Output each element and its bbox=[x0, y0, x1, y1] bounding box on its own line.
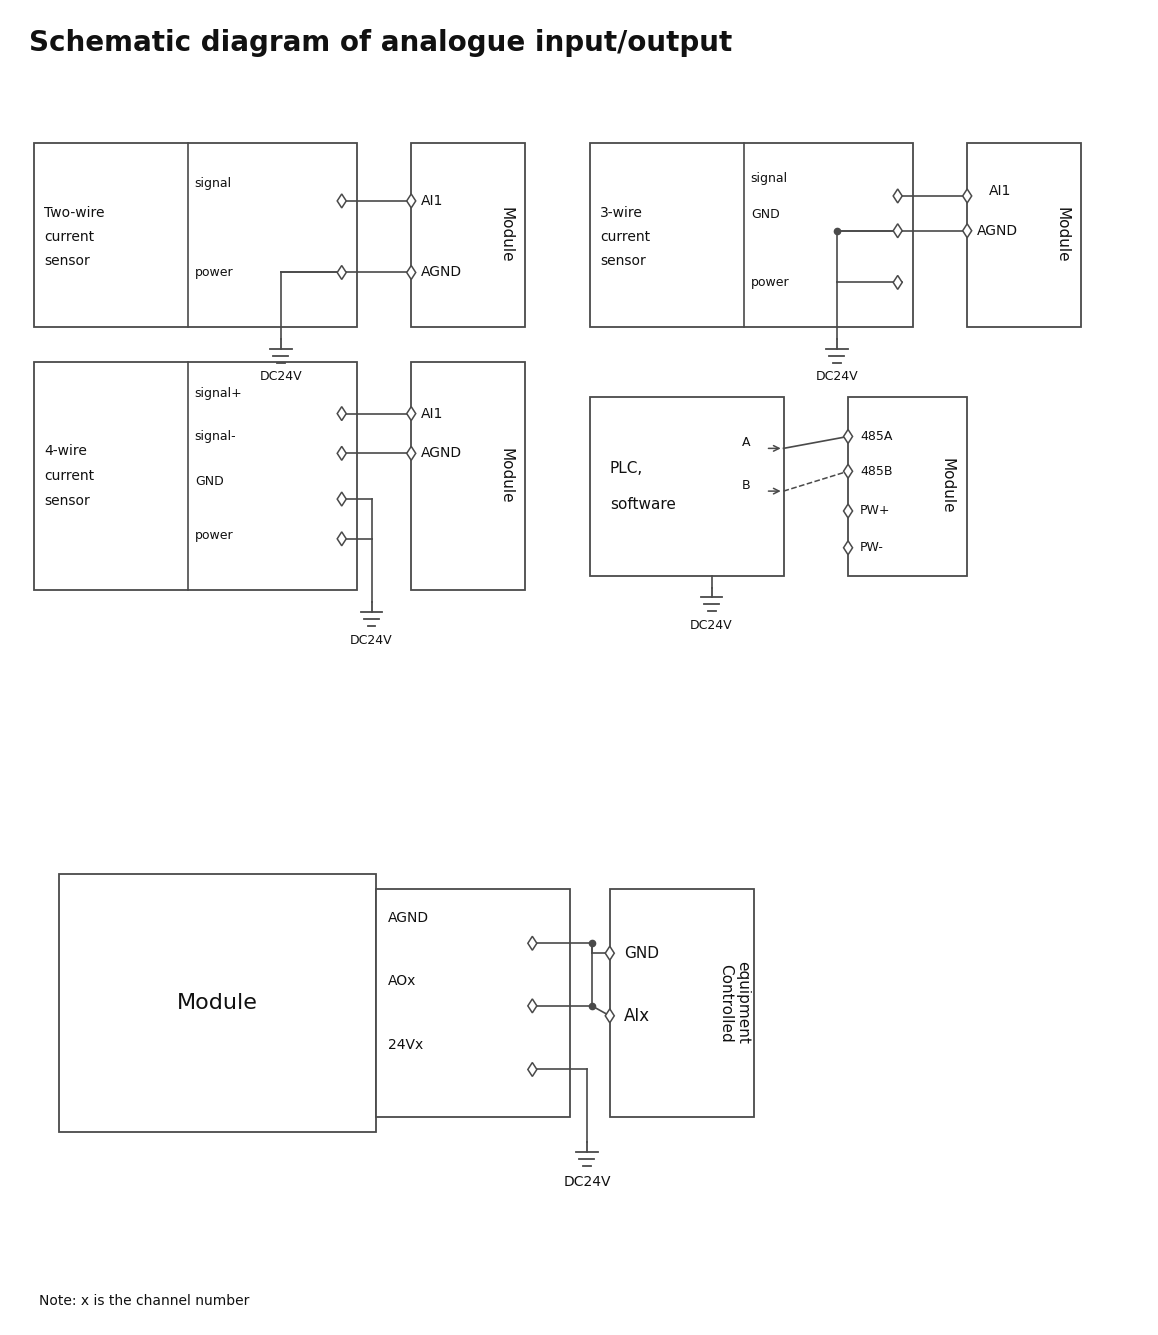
Polygon shape bbox=[406, 446, 416, 461]
Text: 485A: 485A bbox=[860, 430, 893, 443]
Bar bbox=[376, 889, 570, 1117]
Polygon shape bbox=[893, 190, 902, 203]
Text: B: B bbox=[742, 479, 750, 491]
Text: DC24V: DC24V bbox=[690, 618, 733, 631]
Polygon shape bbox=[528, 999, 537, 1013]
Bar bbox=[589, 396, 784, 575]
Text: DC24V: DC24V bbox=[350, 634, 393, 646]
Text: GND: GND bbox=[195, 475, 223, 487]
Polygon shape bbox=[337, 531, 346, 546]
Polygon shape bbox=[337, 194, 346, 208]
Text: PW+: PW+ bbox=[860, 505, 891, 518]
Text: current: current bbox=[44, 230, 94, 244]
Polygon shape bbox=[606, 947, 614, 960]
Text: AOx: AOx bbox=[388, 975, 417, 988]
Polygon shape bbox=[843, 465, 852, 478]
Bar bbox=[34, 143, 357, 327]
Text: current: current bbox=[600, 230, 650, 244]
Text: Module: Module bbox=[1054, 207, 1069, 263]
Text: 3-wire: 3-wire bbox=[600, 207, 643, 220]
Bar bbox=[589, 143, 913, 327]
Text: DC24V: DC24V bbox=[815, 370, 858, 383]
Polygon shape bbox=[337, 446, 346, 461]
Text: AGND: AGND bbox=[388, 912, 430, 925]
Polygon shape bbox=[962, 224, 972, 238]
Polygon shape bbox=[406, 407, 416, 421]
Text: DC24V: DC24V bbox=[563, 1175, 610, 1188]
Polygon shape bbox=[843, 505, 852, 518]
Polygon shape bbox=[406, 194, 416, 208]
Text: power: power bbox=[195, 266, 234, 279]
Text: AIx: AIx bbox=[624, 1007, 650, 1025]
Bar bbox=[848, 396, 967, 575]
Text: equipment
Controlled: equipment Controlled bbox=[718, 961, 750, 1044]
Text: software: software bbox=[610, 497, 675, 511]
Polygon shape bbox=[843, 430, 852, 443]
Text: DC24V: DC24V bbox=[259, 370, 302, 383]
Text: AGND: AGND bbox=[422, 266, 462, 279]
Text: Module: Module bbox=[177, 993, 258, 1013]
Text: Module: Module bbox=[498, 449, 513, 505]
Text: sensor: sensor bbox=[600, 254, 646, 268]
Text: PW-: PW- bbox=[860, 541, 884, 554]
Text: power: power bbox=[750, 276, 790, 288]
Text: PLC,: PLC, bbox=[610, 461, 643, 475]
Text: GND: GND bbox=[624, 945, 659, 961]
Text: Module: Module bbox=[940, 458, 955, 514]
Polygon shape bbox=[528, 936, 537, 951]
Polygon shape bbox=[606, 1009, 614, 1023]
Text: AGND: AGND bbox=[422, 446, 462, 461]
Polygon shape bbox=[337, 266, 346, 279]
Bar bbox=[34, 362, 357, 590]
Text: signal-: signal- bbox=[195, 430, 236, 443]
Text: AGND: AGND bbox=[977, 224, 1018, 238]
Text: A: A bbox=[742, 437, 750, 449]
Text: AI1: AI1 bbox=[422, 407, 444, 421]
Text: signal+: signal+ bbox=[195, 387, 242, 400]
Polygon shape bbox=[962, 190, 972, 203]
Text: signal: signal bbox=[195, 176, 232, 190]
Bar bbox=[967, 143, 1082, 327]
Text: power: power bbox=[195, 529, 234, 542]
Text: Note: x is the channel number: Note: x is the channel number bbox=[39, 1294, 249, 1308]
Text: 24Vx: 24Vx bbox=[388, 1037, 424, 1052]
Polygon shape bbox=[528, 1063, 537, 1076]
Text: Schematic diagram of analogue input/output: Schematic diagram of analogue input/outp… bbox=[29, 29, 732, 57]
Bar bbox=[610, 889, 754, 1117]
Text: 4-wire: 4-wire bbox=[44, 445, 87, 458]
Text: GND: GND bbox=[750, 208, 779, 222]
Text: AI1: AI1 bbox=[422, 194, 444, 208]
Polygon shape bbox=[893, 275, 902, 290]
Bar bbox=[411, 362, 526, 590]
Text: Module: Module bbox=[498, 207, 513, 263]
Text: AI1: AI1 bbox=[989, 184, 1011, 198]
Polygon shape bbox=[893, 224, 902, 238]
Polygon shape bbox=[406, 266, 416, 279]
Polygon shape bbox=[843, 541, 852, 555]
Text: Two-wire: Two-wire bbox=[44, 207, 104, 220]
Text: sensor: sensor bbox=[44, 494, 89, 509]
Text: 485B: 485B bbox=[860, 465, 893, 478]
Text: current: current bbox=[44, 469, 94, 483]
Polygon shape bbox=[337, 407, 346, 421]
Bar bbox=[411, 143, 526, 327]
Polygon shape bbox=[337, 493, 346, 506]
Text: signal: signal bbox=[750, 172, 787, 184]
Bar bbox=[59, 873, 376, 1132]
Text: sensor: sensor bbox=[44, 254, 89, 268]
